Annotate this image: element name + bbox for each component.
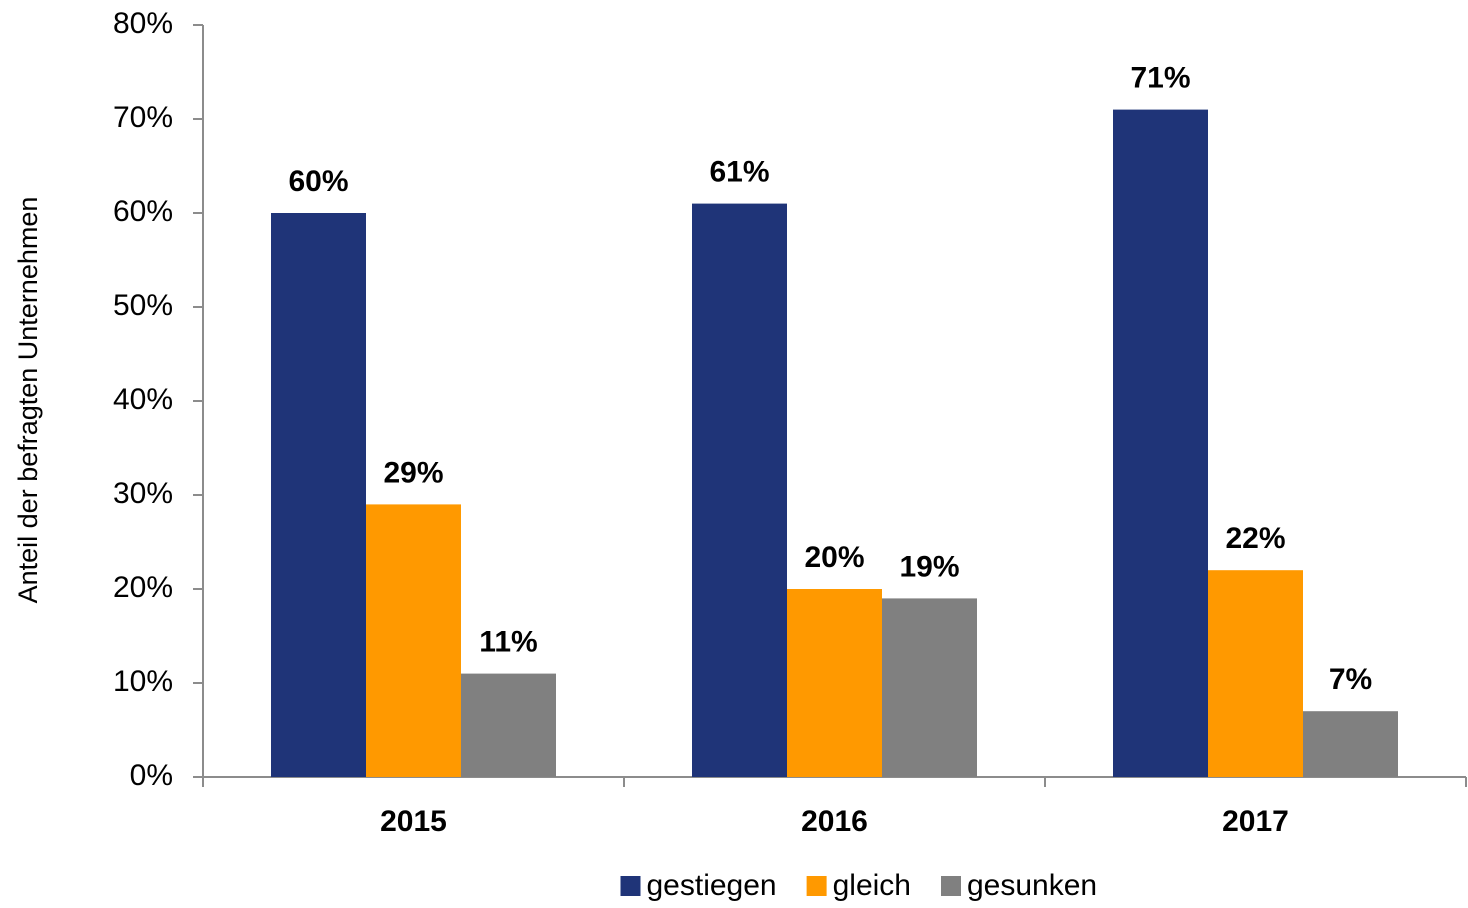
y-tick-label: 80%	[113, 7, 173, 40]
value-label: 60%	[288, 165, 348, 198]
x-tick-label: 2017	[1222, 805, 1289, 838]
bar	[1208, 570, 1303, 777]
y-axis-label: Anteil der befragten Unternehmen	[13, 197, 43, 604]
bar	[366, 504, 461, 777]
x-tick-label: 2015	[380, 805, 447, 838]
y-tick-label: 30%	[113, 477, 173, 510]
value-label: 22%	[1225, 522, 1285, 555]
bar	[1303, 711, 1398, 777]
legend-label: gestiegen	[647, 869, 777, 902]
y-tick-label: 10%	[113, 665, 173, 698]
y-tick-label: 70%	[113, 101, 173, 134]
bar	[1113, 109, 1208, 778]
value-label: 7%	[1329, 663, 1372, 696]
legend-swatch	[620, 876, 641, 896]
bar	[461, 673, 556, 777]
legend-label: gesunken	[967, 869, 1097, 902]
bar	[787, 589, 882, 777]
value-label: 71%	[1130, 62, 1190, 95]
bar	[271, 213, 366, 777]
value-label: 19%	[899, 550, 959, 583]
value-label: 29%	[383, 456, 443, 489]
legend-item: gesunken	[941, 869, 1097, 902]
y-tick-label: 0%	[130, 759, 173, 792]
legend-item: gestiegen	[620, 869, 777, 902]
value-label: 20%	[804, 541, 864, 574]
bar	[692, 203, 787, 778]
y-tick-label: 60%	[113, 195, 173, 228]
x-tick-label: 2016	[801, 805, 868, 838]
y-tick-label: 20%	[113, 571, 173, 604]
legend-label: gleich	[833, 869, 911, 902]
value-label: 61%	[709, 156, 769, 189]
legend-swatch	[941, 876, 961, 896]
y-tick-label: 50%	[113, 289, 173, 322]
legend-swatch	[806, 876, 827, 896]
legend-item: gleich	[806, 869, 911, 902]
y-tick-label: 40%	[113, 383, 173, 416]
value-label: 11%	[479, 626, 537, 659]
bar	[882, 598, 977, 777]
